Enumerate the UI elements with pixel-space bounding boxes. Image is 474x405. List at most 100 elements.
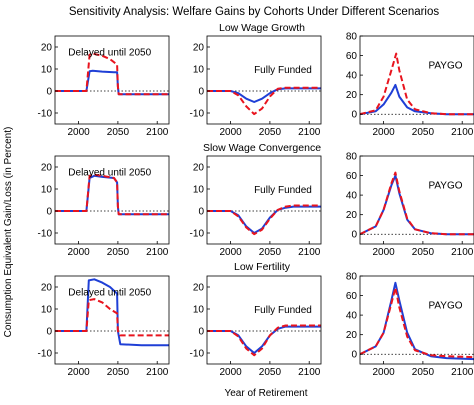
y-tick-label: -10 xyxy=(190,349,205,360)
y-tick-label: 20 xyxy=(346,90,358,101)
series-line-dashed xyxy=(207,86,321,116)
x-tick-label: 2000 xyxy=(219,367,242,378)
series-line-solid xyxy=(207,325,321,354)
series-line-solid xyxy=(207,205,321,234)
plot-frame xyxy=(359,155,474,245)
y-tick-label: -10 xyxy=(190,109,205,120)
y-tick-label: -10 xyxy=(38,349,53,360)
x-tick-label: 2100 xyxy=(298,247,321,258)
panel-r2-c1: 2000 2050 2100 -10 0 10 20 Delayed until 2050 xyxy=(38,155,170,258)
y-tick-label: 10 xyxy=(41,185,53,196)
y-tick-label: 0 xyxy=(198,327,204,338)
x-tick-label: 2000 xyxy=(219,247,242,258)
panel-r3-c2: 2000 2050 2100 -10 0 10 20 Fully Funded xyxy=(190,275,322,378)
x-tick-label: 2100 xyxy=(451,247,474,258)
y-tick-label: 0 xyxy=(198,207,204,218)
series-line-solid xyxy=(207,87,321,103)
row-title-1: Low Wage Growth xyxy=(219,22,305,34)
series-line-dashed xyxy=(360,286,474,359)
y-tick-label: 10 xyxy=(193,305,205,316)
y-tick-label: 80 xyxy=(346,32,358,43)
y-tick-label: -10 xyxy=(38,229,53,240)
x-tick-label: 2100 xyxy=(451,367,474,378)
y-tick-label: 20 xyxy=(41,283,53,294)
panel-annotation: Fully Funded xyxy=(254,65,312,76)
y-tick-label: 40 xyxy=(346,191,358,202)
x-tick-label: 2050 xyxy=(412,127,435,138)
x-tick-label: 2000 xyxy=(372,247,395,258)
y-tick-label: 60 xyxy=(346,291,358,302)
panel-annotation: Fully Funded xyxy=(254,185,312,196)
panel-annotation: Delayed until 2050 xyxy=(68,47,151,58)
x-tick-label: 2000 xyxy=(372,127,395,138)
series-line-solid xyxy=(55,174,169,216)
x-tick-label: 2000 xyxy=(67,127,90,138)
y-tick-label: 0 xyxy=(46,87,52,98)
x-tick-label: 2050 xyxy=(107,367,130,378)
x-tick-label: 2100 xyxy=(451,127,474,138)
plot-frame xyxy=(359,275,474,365)
series-line-dashed xyxy=(55,298,169,337)
panel-annotation: Delayed until 2050 xyxy=(68,167,151,178)
panel-r2-c2: 2000 2050 2100 -10 0 10 20 Fully Funded xyxy=(190,155,322,258)
panel-r3-c3: 2000 2050 2100 0 20 40 60 80 PAYGO xyxy=(346,272,474,378)
x-tick-label: 2050 xyxy=(412,367,435,378)
x-tick-label: 2050 xyxy=(412,247,435,258)
y-tick-label: 60 xyxy=(346,171,358,182)
panel-annotation: PAYGO xyxy=(428,61,462,72)
x-tick-label: 2100 xyxy=(146,247,169,258)
panel-r1-c2: 2000 2050 2100 -10 0 10 20 Fully Funded xyxy=(190,35,322,138)
panel-annotation: Fully Funded xyxy=(254,305,312,316)
x-tick-label: 2100 xyxy=(298,127,321,138)
y-tick-label: 20 xyxy=(41,163,53,174)
panel-r1-c1: 2000 2050 2100 -10 0 10 20 Delayed until 2050 xyxy=(38,35,170,138)
x-tick-label: 2100 xyxy=(146,367,169,378)
series-line-dashed xyxy=(360,52,474,116)
y-tick-label: 20 xyxy=(41,43,53,54)
panel-annotation: PAYGO xyxy=(428,181,462,192)
y-tick-label: 60 xyxy=(346,51,358,62)
x-tick-label: 2050 xyxy=(259,127,282,138)
x-tick-label: 2000 xyxy=(67,247,90,258)
y-tick-label: 20 xyxy=(193,163,205,174)
plot-frame xyxy=(54,35,170,125)
y-tick-label: 20 xyxy=(193,283,205,294)
y-tick-label: 0 xyxy=(351,110,357,121)
series-line-solid xyxy=(360,281,474,361)
y-tick-label: -10 xyxy=(190,229,205,240)
series-line-dashed xyxy=(55,52,169,96)
y-tick-label: 40 xyxy=(346,311,358,322)
plot-frame xyxy=(206,155,322,245)
y-tick-label: 0 xyxy=(46,327,52,338)
y-tick-label: 80 xyxy=(346,152,358,163)
y-tick-label: 0 xyxy=(351,230,357,241)
series-line-dashed xyxy=(207,324,321,357)
x-tick-label: 2100 xyxy=(298,367,321,378)
plot-frame xyxy=(54,155,170,245)
y-tick-label: 10 xyxy=(41,65,53,76)
plot-frame xyxy=(206,275,322,365)
x-tick-label: 2000 xyxy=(372,367,395,378)
series-line-dashed xyxy=(360,171,474,236)
y-tick-label: 20 xyxy=(346,330,358,341)
x-tick-label: 2050 xyxy=(259,367,282,378)
x-tick-label: 2050 xyxy=(259,247,282,258)
row-title-3: Low Fertility xyxy=(234,261,291,273)
x-tick-label: 2000 xyxy=(219,127,242,138)
y-tick-label: 20 xyxy=(193,43,205,54)
y-tick-label: 0 xyxy=(198,87,204,98)
y-tick-label: 80 xyxy=(346,272,358,283)
figure-title: Sensitivity Analysis: Welfare Gains by C… xyxy=(69,6,440,18)
x-tick-label: 2050 xyxy=(107,247,130,258)
panel-annotation: Delayed until 2050 xyxy=(68,287,151,298)
y-tick-label: 10 xyxy=(41,305,53,316)
plot-frame xyxy=(206,35,322,125)
y-tick-label: 20 xyxy=(346,210,358,221)
panel-annotation: PAYGO xyxy=(428,301,462,312)
x-tick-label: 2000 xyxy=(67,367,90,378)
plot-frame xyxy=(54,275,170,365)
x-tick-label: 2050 xyxy=(107,127,130,138)
y-tick-label: 0 xyxy=(351,350,357,361)
x-axis-label: Year of Retirement xyxy=(224,388,307,399)
series-line-solid xyxy=(55,278,169,347)
